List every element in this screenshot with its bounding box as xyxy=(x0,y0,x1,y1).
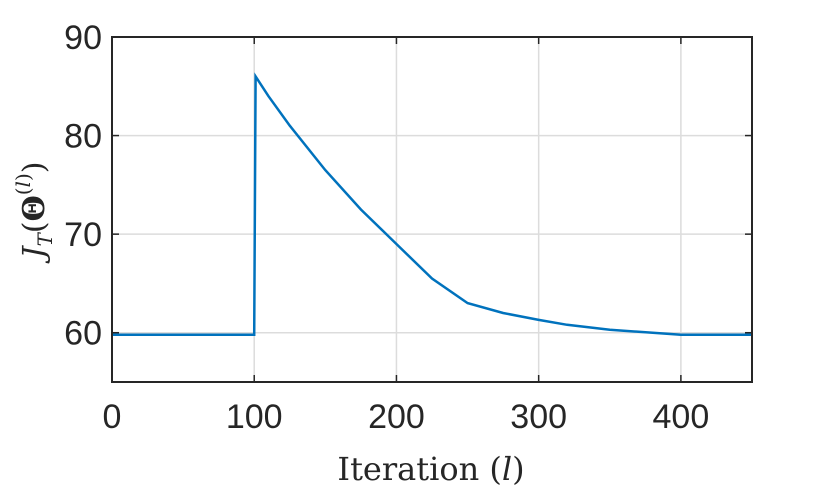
plot-frame xyxy=(111,36,753,383)
svg-text:JT(Θ(l)): JT(Θ(l)) xyxy=(11,162,57,265)
series-line xyxy=(112,72,752,336)
x-tick-label: 300 xyxy=(510,398,567,436)
ticks: 0 100 200 300 400 60 70 80 90 xyxy=(64,19,752,436)
grid xyxy=(112,37,752,382)
x-tick-label: 400 xyxy=(653,398,710,436)
x-tick-label: 0 xyxy=(103,398,122,436)
y-tick-label: 90 xyxy=(64,19,102,57)
y-axis-label: JT(Θ(l)) xyxy=(11,162,57,265)
y-tick-label: 70 xyxy=(64,216,102,254)
x-axis-label: Iteration (l) xyxy=(337,450,524,488)
y-tick-label: 80 xyxy=(64,118,102,156)
x-tick-label: 200 xyxy=(368,398,425,436)
y-tick-label: 60 xyxy=(64,315,102,353)
x-tick-label: 100 xyxy=(226,398,283,436)
